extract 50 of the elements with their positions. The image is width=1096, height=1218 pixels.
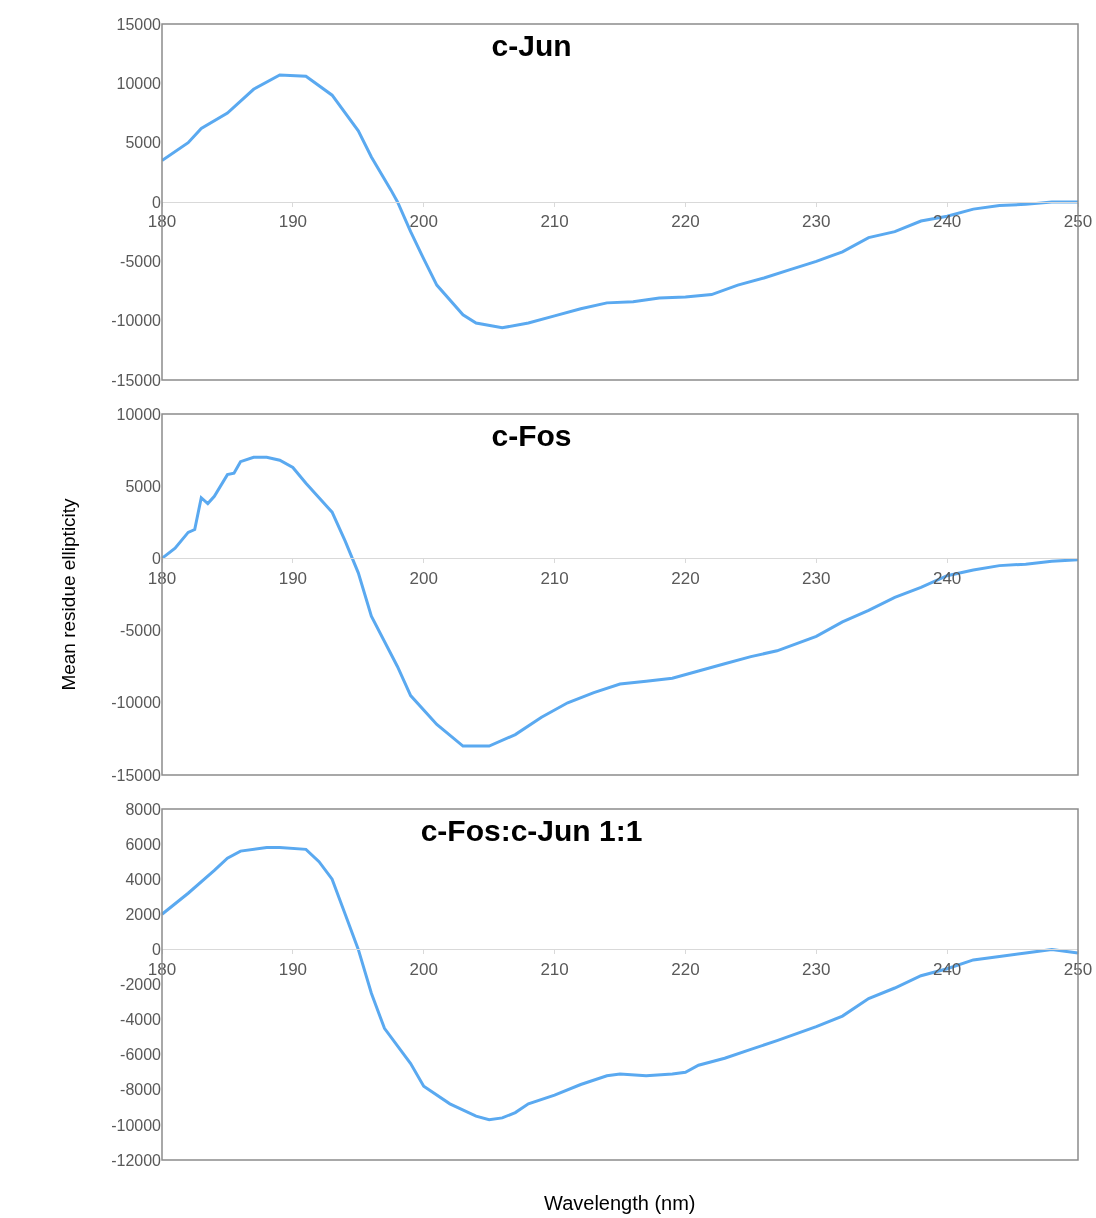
chart-title: c-Jun — [491, 28, 572, 62]
y-tick-label: 6000 — [125, 835, 162, 853]
x-tick-label: 230 — [802, 568, 831, 588]
x-tick-label: 190 — [278, 959, 308, 979]
x-tick-label: 210 — [540, 212, 569, 232]
x-tick-label: 230 — [802, 959, 831, 979]
x-tick-label: 190 — [278, 568, 308, 588]
x-tick-label: 180 — [147, 568, 177, 588]
x-tick-label: 210 — [540, 568, 569, 588]
y-tick-label: -10000 — [111, 694, 162, 712]
y-tick-label: 15000 — [116, 15, 162, 33]
y-axis-title: Mean residue ellipticity — [58, 497, 80, 691]
y-tick-label: 10000 — [116, 74, 162, 92]
x-tick-label: 250 — [1063, 959, 1093, 979]
y-tick-label: -10000 — [111, 1116, 162, 1134]
y-tick-label: -12000 — [111, 1151, 162, 1169]
y-tick-label: 8000 — [125, 800, 162, 818]
x-tick-label: 200 — [409, 212, 438, 232]
x-tick-label: 200 — [409, 568, 438, 588]
x-tick-label: 240 — [932, 212, 962, 232]
y-tick-label: 0 — [152, 941, 162, 958]
y-tick-label: 5000 — [125, 134, 162, 152]
y-tick-label: 4000 — [125, 870, 162, 888]
x-axis-title: Wavelength (nm) — [544, 1192, 696, 1214]
y-tick-label: 0 — [152, 193, 162, 211]
y-tick-label: 10000 — [116, 405, 162, 423]
chart-title: c-Fos — [491, 418, 572, 452]
chart-title: c-Fos:c-Jun 1:1 — [420, 813, 643, 847]
y-tick-label: -15000 — [111, 371, 162, 389]
x-tick-label: 220 — [671, 568, 700, 588]
x-tick-label: 220 — [671, 959, 700, 979]
x-tick-label: 200 — [409, 959, 438, 979]
x-tick-label: 180 — [147, 959, 177, 979]
x-tick-label: 190 — [278, 212, 308, 232]
y-tick-label: 0 — [152, 550, 162, 567]
y-tick-label: -2000 — [120, 976, 162, 994]
y-tick-label: -15000 — [111, 766, 162, 784]
y-tick-label: -6000 — [120, 1046, 162, 1064]
y-tick-label: -10000 — [111, 312, 162, 330]
x-tick-label: 220 — [671, 212, 700, 232]
x-tick-label: 180 — [147, 212, 177, 232]
x-tick-label: 210 — [540, 959, 569, 979]
y-tick-label: -8000 — [120, 1081, 162, 1099]
y-tick-label: -4000 — [120, 1011, 162, 1029]
y-tick-label: 5000 — [125, 477, 162, 495]
x-tick-label: 250 — [1063, 212, 1093, 232]
y-tick-label: -5000 — [120, 622, 162, 640]
y-tick-label: -5000 — [120, 252, 162, 270]
y-tick-label: 2000 — [125, 905, 162, 923]
x-tick-label: 230 — [802, 212, 831, 232]
